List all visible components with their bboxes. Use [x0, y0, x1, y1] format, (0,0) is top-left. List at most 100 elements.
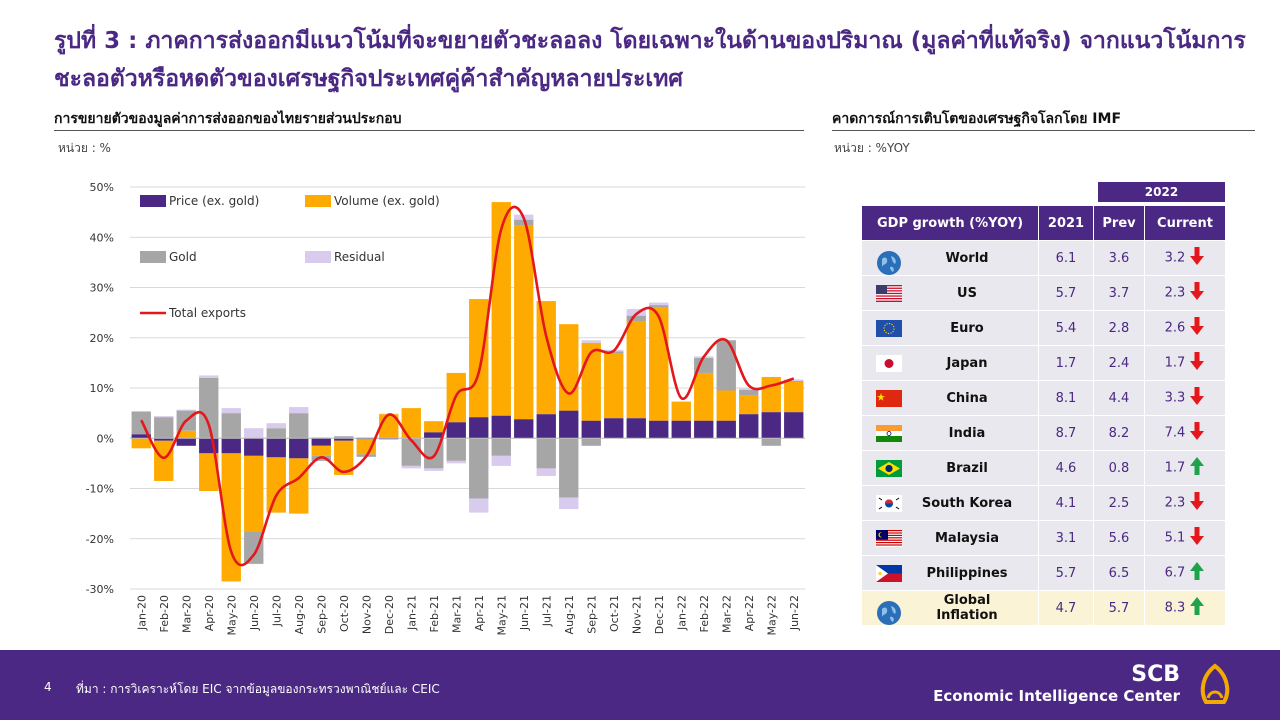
value-current-cell: 1.7: [1144, 450, 1226, 486]
residual-bar: [446, 460, 466, 464]
volume-bar: [649, 307, 669, 421]
residual-bar: [536, 468, 556, 476]
trend-down-arrow-icon: [1189, 386, 1205, 410]
volume-bar: [784, 381, 804, 413]
value-prev: 0.8: [1093, 450, 1145, 486]
value-current-cell: 2.6: [1144, 310, 1226, 346]
y-tick-label: 50%: [90, 181, 114, 194]
price-bar: [334, 438, 354, 441]
residual-bar: [424, 468, 444, 471]
price-bar: [289, 438, 309, 459]
volume-bar: [469, 299, 489, 418]
value-2021: 4.1: [1038, 485, 1094, 521]
x-tick-label: Jun-22: [788, 595, 801, 631]
value-prev: 5.7: [1093, 590, 1145, 626]
price-bar: [244, 438, 264, 456]
value-current: 2.3: [1164, 495, 1186, 511]
x-tick-label: May-20: [225, 595, 238, 636]
x-tick-label: Feb-20: [158, 595, 171, 632]
page-title: รูปที่ 3 : ภาคการส่งออกมีแนวโน้มที่จะขยา…: [54, 28, 1246, 92]
price-bar: [514, 419, 534, 439]
table-row: India 8.7 8.2 7.4: [862, 415, 1226, 451]
volume-bar: [199, 453, 219, 492]
value-current: 2.6: [1164, 320, 1186, 336]
gold-bar: [334, 436, 354, 439]
x-tick-label: Jul-21: [540, 595, 553, 627]
table-row: South Korea 4.1 2.5 2.3: [862, 485, 1226, 521]
header-gdp-growth: GDP growth (%YOY): [862, 206, 1039, 241]
x-tick-label: Jul-20: [270, 595, 283, 627]
volume-bar: [131, 438, 151, 449]
year-header: 2022: [1098, 182, 1225, 202]
residual-bar: [581, 340, 601, 343]
header-current: Current: [1144, 206, 1226, 241]
value-prev: 5.6: [1093, 520, 1145, 556]
table-row: Brazil 4.6 0.8 1.7: [862, 450, 1226, 486]
korea-flag-icon: [876, 494, 902, 512]
footer-bar: 4 ที่มา : การวิเคราะห์โดย EIC จากข้อมูลข…: [0, 650, 1280, 720]
volume-bar: [311, 445, 331, 456]
value-current: 6.7: [1164, 565, 1186, 581]
table-unit-label: หน่วย : %YOY: [834, 141, 910, 155]
trend-down-arrow-icon: [1189, 281, 1205, 305]
gold-bar: [536, 438, 556, 469]
volume-bar: [154, 440, 174, 481]
value-prev: 4.4: [1093, 380, 1145, 416]
legend-swatch: [305, 195, 331, 207]
country-name: South Korea: [921, 495, 1013, 511]
country-cell: World: [862, 240, 1039, 276]
table-row: Malaysia 3.1 5.6 5.1: [862, 520, 1226, 556]
x-tick-label: Oct-21: [608, 595, 621, 632]
price-bar: [221, 438, 241, 454]
value-2021: 8.7: [1038, 415, 1094, 451]
gold-bar: [581, 438, 601, 446]
gold-bar: [469, 438, 489, 499]
country-cell: South Korea: [862, 485, 1039, 521]
table-panel-divider: [832, 130, 1255, 131]
price-bar: [176, 438, 196, 446]
legend-swatch: [140, 251, 166, 263]
value-2021: 5.4: [1038, 310, 1094, 346]
value-prev: 8.2: [1093, 415, 1145, 451]
x-tick-label: Feb-22: [698, 595, 711, 632]
value-prev: 2.8: [1093, 310, 1145, 346]
value-prev: 3.6: [1093, 240, 1145, 276]
value-prev: 2.4: [1093, 345, 1145, 381]
scb-logo-icon: [1200, 663, 1230, 704]
gold-bar: [491, 438, 511, 456]
brand-name: SCB: [1131, 662, 1180, 687]
volume-bar: [559, 324, 579, 411]
residual-bar: [199, 375, 219, 378]
x-tick-label: Jun-20: [248, 595, 261, 631]
table-panel-title: คาดการณ์การเติบโตของเศรษฐกิจโลกโดย IMF: [832, 111, 1122, 127]
gold-bar: [446, 438, 466, 461]
x-tick-label: Apr-20: [203, 595, 216, 631]
gold-bar: [154, 417, 174, 439]
residual-bar: [154, 416, 174, 418]
residual-bar: [176, 409, 196, 411]
country-cell: China: [862, 380, 1039, 416]
china-flag-icon: [876, 389, 902, 407]
x-tick-label: Mar-20: [180, 595, 193, 633]
x-tick-label: Jan-20: [135, 595, 148, 631]
country-cell: US: [862, 275, 1039, 311]
gold-bar: [289, 413, 309, 439]
price-bar: [739, 414, 759, 439]
trend-up-arrow-icon: [1189, 561, 1205, 585]
trend-down-arrow-icon: [1189, 316, 1205, 340]
residual-bar: [266, 423, 286, 429]
y-tick-label: 10%: [90, 382, 114, 395]
price-bar: [581, 420, 601, 439]
residual-bar: [131, 411, 151, 412]
table-row: Euro 5.4 2.8 2.6: [862, 310, 1226, 346]
value-current: 3.2: [1164, 250, 1186, 266]
country-name: Japan: [946, 355, 988, 371]
residual-bar: [469, 498, 489, 513]
x-tick-label: Jun-21: [518, 595, 531, 631]
value-current-cell: 6.7: [1144, 555, 1226, 591]
value-current-cell: 7.4: [1144, 415, 1226, 451]
chart-panel-title: การขยายตัวของมูลค่าการส่งออกของไทยรายส่ว…: [54, 111, 402, 127]
trend-down-arrow-icon: [1189, 246, 1205, 270]
value-current: 8.3: [1164, 600, 1186, 616]
y-tick-label: -10%: [86, 483, 114, 496]
